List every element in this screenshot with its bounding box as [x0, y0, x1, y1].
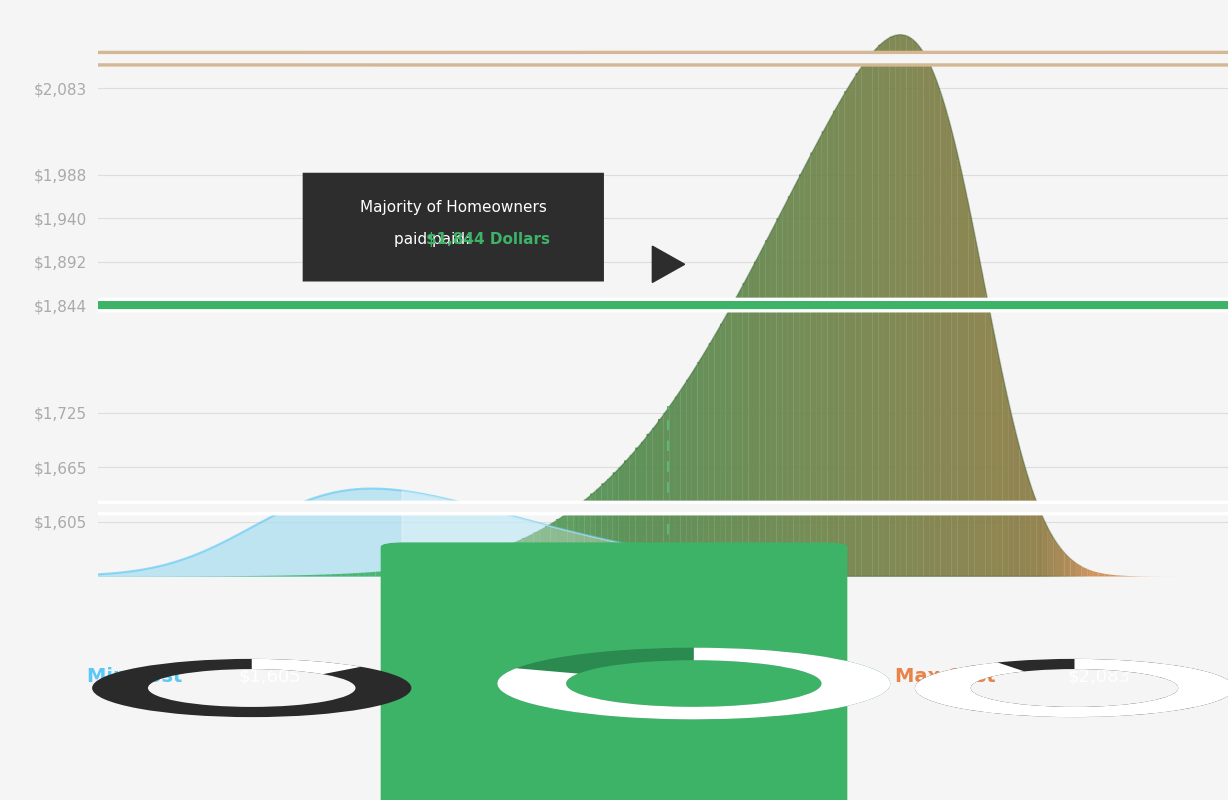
Circle shape — [0, 505, 1228, 511]
Wedge shape — [915, 659, 1228, 717]
Polygon shape — [652, 246, 685, 282]
Text: Majority of Homeowners: Majority of Homeowners — [360, 200, 546, 215]
Circle shape — [0, 302, 1228, 309]
Wedge shape — [252, 659, 361, 674]
Circle shape — [0, 502, 1228, 514]
Text: $1,844: $1,844 — [678, 661, 747, 679]
Text: $1,605: $1,605 — [238, 668, 302, 686]
FancyBboxPatch shape — [302, 173, 604, 282]
Circle shape — [0, 298, 1228, 312]
Circle shape — [0, 54, 1228, 62]
Text: Min Cost: Min Cost — [87, 667, 183, 686]
Wedge shape — [92, 659, 411, 717]
Text: paid:: paid: — [432, 232, 475, 246]
Text: $2,083: $2,083 — [1067, 668, 1131, 686]
Wedge shape — [497, 648, 890, 719]
Wedge shape — [915, 659, 1228, 717]
Text: Avg Cost: Avg Cost — [522, 660, 632, 680]
Circle shape — [0, 51, 1228, 66]
Wedge shape — [497, 648, 890, 719]
Text: paid:: paid: — [394, 232, 437, 246]
Text: $1,844 Dollars: $1,844 Dollars — [426, 232, 550, 246]
Text: Max Cost: Max Cost — [895, 667, 996, 686]
FancyBboxPatch shape — [381, 542, 847, 800]
